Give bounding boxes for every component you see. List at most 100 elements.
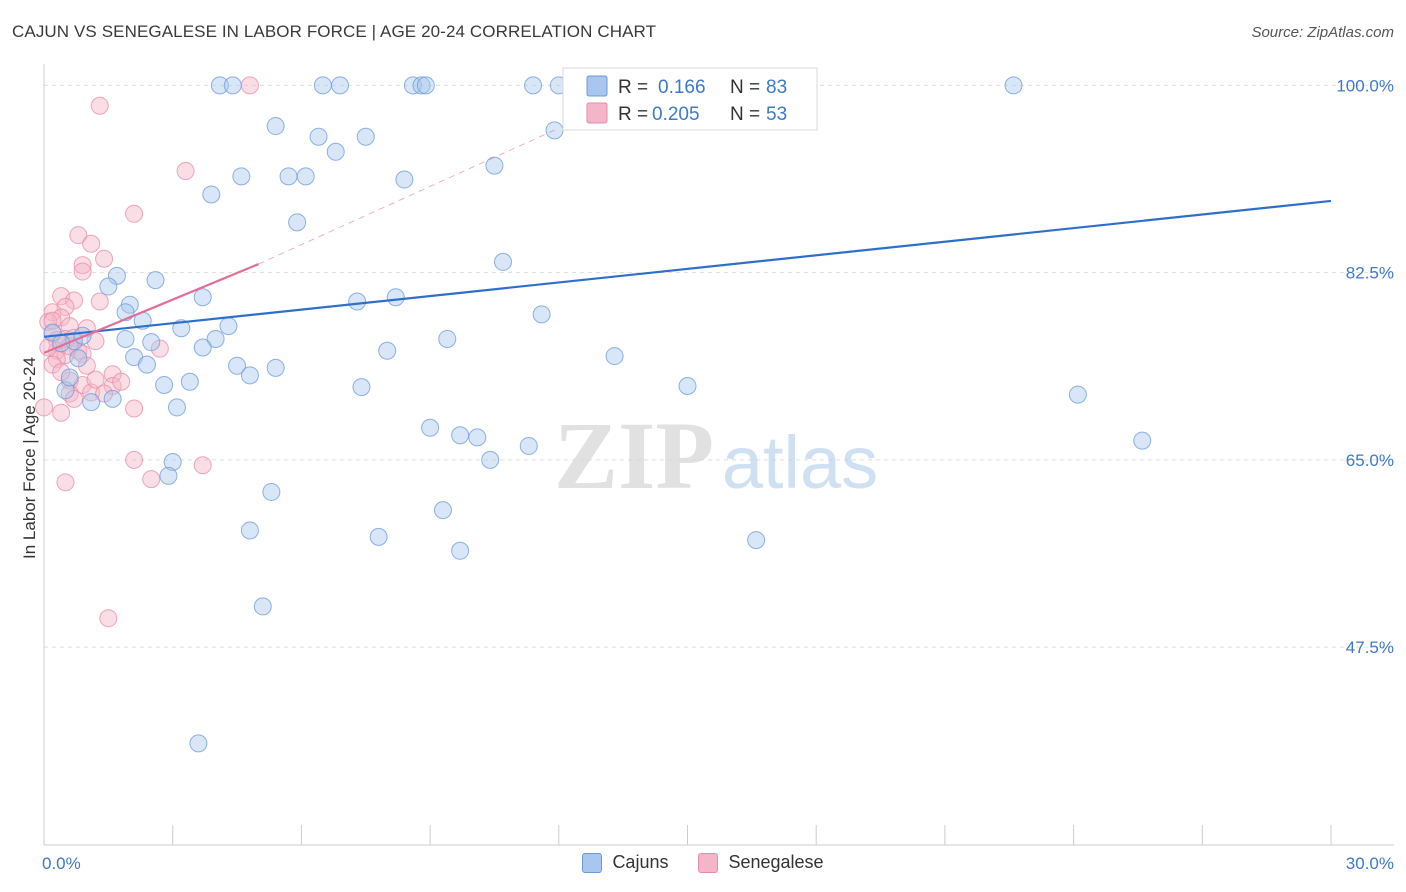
cajun-point	[137, 355, 156, 374]
senegalese-point	[86, 370, 105, 389]
senegalese-swatch	[698, 852, 719, 873]
legend-senegalese-r-value: 0.205	[652, 104, 700, 125]
cajuns-swatch	[582, 852, 603, 873]
cajun-point	[352, 378, 371, 397]
y-tick-label: 65.0%	[1346, 451, 1394, 470]
cajun-point	[155, 375, 174, 394]
cajun-point	[163, 452, 182, 471]
senegalese-point	[142, 470, 161, 489]
senegalese-point	[56, 473, 75, 492]
cajun-point	[605, 347, 624, 366]
cajun-point	[142, 333, 161, 352]
cajuns-trend-line	[43, 199, 1332, 338]
senegalese-point	[95, 384, 114, 403]
senegalese-points	[35, 76, 259, 628]
cajun-point	[60, 368, 79, 387]
legend-senegalese-n-value: 53	[766, 104, 787, 125]
cajun-point	[451, 426, 470, 445]
cajun-point	[494, 252, 513, 271]
cajun-point	[193, 338, 212, 357]
senegalese-point	[82, 234, 101, 253]
senegalese-point	[95, 249, 114, 268]
cajun-point	[116, 329, 135, 348]
watermark-atlas: atlas	[722, 421, 878, 504]
legend-senegalese-n-label: N =	[730, 104, 760, 125]
cajun-point	[532, 305, 551, 324]
cajun-point	[468, 428, 487, 447]
watermark-zip: ZIP	[554, 402, 714, 509]
legend-cajuns-swatch	[586, 75, 608, 97]
senegalese-point	[90, 96, 109, 115]
bottom-legend-senegalese: Senegalese	[698, 852, 824, 873]
cajun-point	[223, 76, 242, 95]
legend-senegalese-r-label: R =	[618, 104, 648, 125]
cajun-point	[219, 317, 238, 336]
cajun-point	[146, 271, 165, 290]
cajun-point	[206, 329, 225, 348]
cajun-point	[524, 76, 543, 95]
cajun-point	[326, 142, 345, 161]
cajun-point	[348, 292, 367, 311]
cajun-point	[172, 319, 191, 338]
cajun-point	[232, 167, 251, 186]
legend-cajuns-n-label: N =	[730, 77, 760, 98]
senegalese-point	[193, 456, 212, 475]
cajun-point	[159, 466, 178, 485]
cajun-point	[1133, 431, 1152, 450]
cajun-point	[296, 167, 315, 186]
cajun-point	[433, 501, 452, 520]
cajun-point	[356, 127, 375, 146]
senegalese-point	[73, 262, 92, 281]
cajun-point	[1004, 76, 1023, 95]
cajun-point	[69, 349, 88, 368]
cajun-point	[266, 117, 285, 136]
legend-senegalese-swatch	[586, 102, 608, 124]
cajun-point	[288, 213, 307, 232]
cajun-point	[451, 541, 470, 560]
senegalese-point	[90, 292, 109, 311]
cajun-point	[313, 76, 332, 95]
senegalese-point	[73, 256, 92, 275]
cajun-point	[262, 482, 281, 501]
legend-cajuns-r-label: R =	[618, 77, 648, 98]
cajun-point	[331, 76, 350, 95]
y-tick-label: 100.0%	[1336, 76, 1394, 95]
cajun-point	[1068, 385, 1087, 404]
cajun-point	[279, 167, 298, 186]
senegalese-label: Senegalese	[728, 852, 824, 872]
y-tick-label: 47.5%	[1346, 638, 1394, 657]
tick-labels: 47.5% 65.0% 82.5% 100.0% 0.0% 30.0%	[42, 76, 1394, 873]
x-tick-label: 30.0%	[1346, 854, 1394, 873]
cajun-point	[519, 436, 538, 455]
cajuns-label: Cajuns	[612, 852, 669, 872]
cajun-point	[180, 372, 199, 391]
cajun-point	[416, 76, 435, 95]
senegalese-point	[240, 76, 259, 95]
senegalese-trend-line	[43, 263, 259, 354]
cajun-point	[189, 734, 208, 753]
cajun-point	[421, 418, 440, 437]
senegalese-point	[125, 450, 144, 469]
senegalese-point	[35, 398, 53, 417]
cajun-point	[369, 527, 388, 546]
senegalese-point	[99, 609, 118, 628]
cajun-point	[103, 389, 122, 408]
senegalese-trend-extension	[258, 127, 560, 265]
cajun-point	[253, 597, 272, 616]
legend-cajuns-r-value: 0.166	[658, 77, 706, 98]
y-tick-label: 82.5%	[1346, 264, 1394, 283]
cajun-point	[210, 76, 229, 95]
cajun-point	[378, 341, 397, 360]
cajun-point	[193, 288, 212, 307]
senegalese-point	[52, 403, 71, 422]
legend-cajuns-n-value: 83	[766, 77, 787, 98]
cajun-point	[202, 185, 221, 204]
cajun-point	[386, 288, 405, 307]
cajun-point	[747, 531, 766, 550]
cajun-point	[99, 277, 118, 296]
axes	[43, 64, 1394, 846]
cajun-point	[678, 377, 697, 396]
cajun-point	[481, 450, 500, 469]
senegalese-point	[69, 226, 88, 245]
